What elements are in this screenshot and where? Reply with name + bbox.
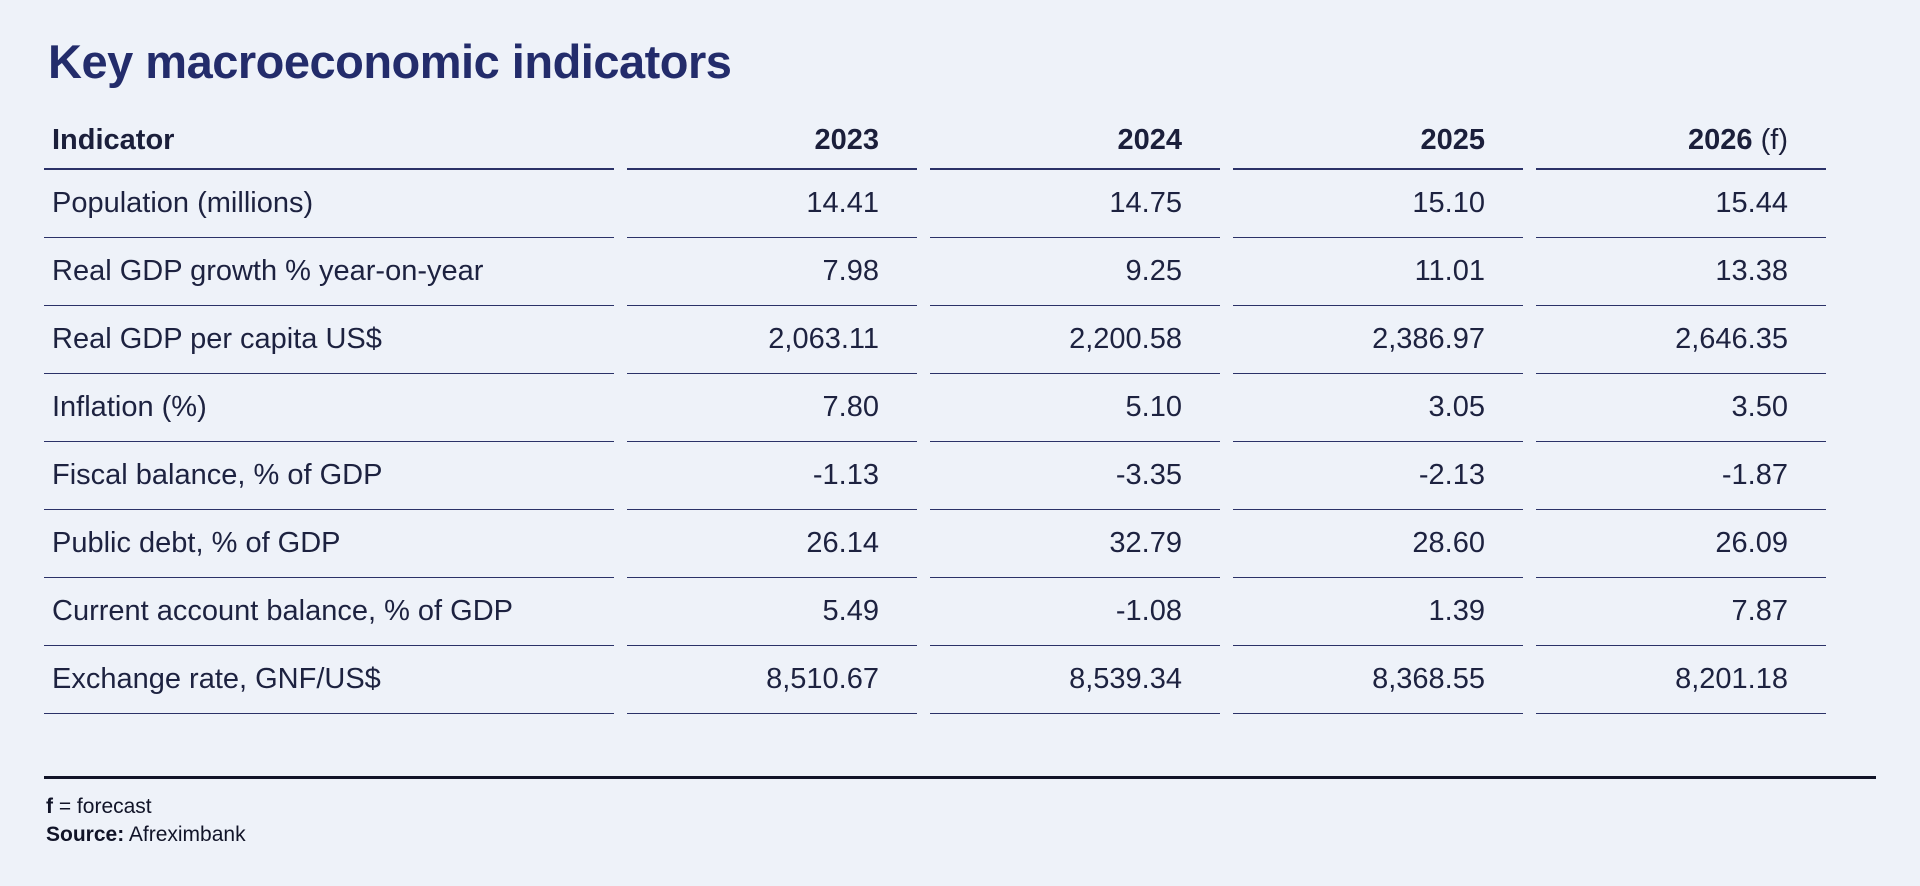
source-text: Afreximbank — [124, 823, 246, 846]
row-label: Public debt, % of GDP — [44, 510, 614, 578]
page-title: Key macroeconomic indicators — [48, 35, 732, 88]
row-value: 5.49 — [627, 578, 917, 646]
row-value: 7.98 — [627, 238, 917, 306]
source-footnote: Source: Afreximbank — [46, 823, 246, 847]
row-value: 28.60 — [1233, 510, 1523, 578]
row-value: 2,063.11 — [627, 306, 917, 374]
row-value: 14.41 — [627, 170, 917, 238]
row-value: 5.10 — [930, 374, 1220, 442]
row-value: 26.14 — [627, 510, 917, 578]
row-value: -1.08 — [930, 578, 1220, 646]
row-value: 8,201.18 — [1536, 646, 1826, 714]
header-year-2023: 2023 — [627, 112, 917, 170]
forecast-suffix: (f) — [1760, 123, 1788, 156]
row-value: 2,386.97 — [1233, 306, 1523, 374]
row-value: 1.39 — [1233, 578, 1523, 646]
row-value: 3.50 — [1536, 374, 1826, 442]
footer-divider — [44, 776, 1876, 779]
row-value: 9.25 — [930, 238, 1220, 306]
header-year-2024: 2024 — [930, 112, 1220, 170]
row-label: Population (millions) — [44, 170, 614, 238]
row-value: -2.13 — [1233, 442, 1523, 510]
source-label: Source: — [46, 823, 125, 846]
row-value: 8,539.34 — [930, 646, 1220, 714]
table-grid: Indicator 2023 2024 2025 2026 (f) Popula… — [44, 112, 1836, 714]
row-value: 2,646.35 — [1536, 306, 1826, 374]
row-value: 2,200.58 — [930, 306, 1220, 374]
header-year-2025: 2025 — [1233, 112, 1523, 170]
row-label: Fiscal balance, % of GDP — [44, 442, 614, 510]
row-value: 26.09 — [1536, 510, 1826, 578]
row-label: Exchange rate, GNF/US$ — [44, 646, 614, 714]
row-value: 32.79 — [930, 510, 1220, 578]
header-indicator: Indicator — [44, 112, 614, 170]
row-label: Real GDP growth % year-on-year — [44, 238, 614, 306]
row-label: Current account balance, % of GDP — [44, 578, 614, 646]
row-value: -1.87 — [1536, 442, 1826, 510]
row-value: 8,510.67 — [627, 646, 917, 714]
row-value: 13.38 — [1536, 238, 1826, 306]
row-value: 8,368.55 — [1233, 646, 1523, 714]
row-value: 14.75 — [930, 170, 1220, 238]
forecast-key: f — [46, 795, 53, 818]
forecast-footnote: f = forecast — [46, 795, 152, 819]
row-value: -1.13 — [627, 442, 917, 510]
row-value: 7.87 — [1536, 578, 1826, 646]
row-value: 11.01 — [1233, 238, 1523, 306]
row-value: 15.44 — [1536, 170, 1826, 238]
indicators-table: Indicator 2023 2024 2025 2026 (f) Popula… — [44, 112, 1836, 714]
row-value: -3.35 — [930, 442, 1220, 510]
header-year-2026: 2026 (f) — [1536, 112, 1826, 170]
row-value: 7.80 — [627, 374, 917, 442]
row-label: Real GDP per capita US$ — [44, 306, 614, 374]
header-year-2026-label: 2026 — [1688, 123, 1753, 156]
row-value: 15.10 — [1233, 170, 1523, 238]
row-value: 3.05 — [1233, 374, 1523, 442]
forecast-text: = forecast — [53, 795, 152, 818]
row-label: Inflation (%) — [44, 374, 614, 442]
